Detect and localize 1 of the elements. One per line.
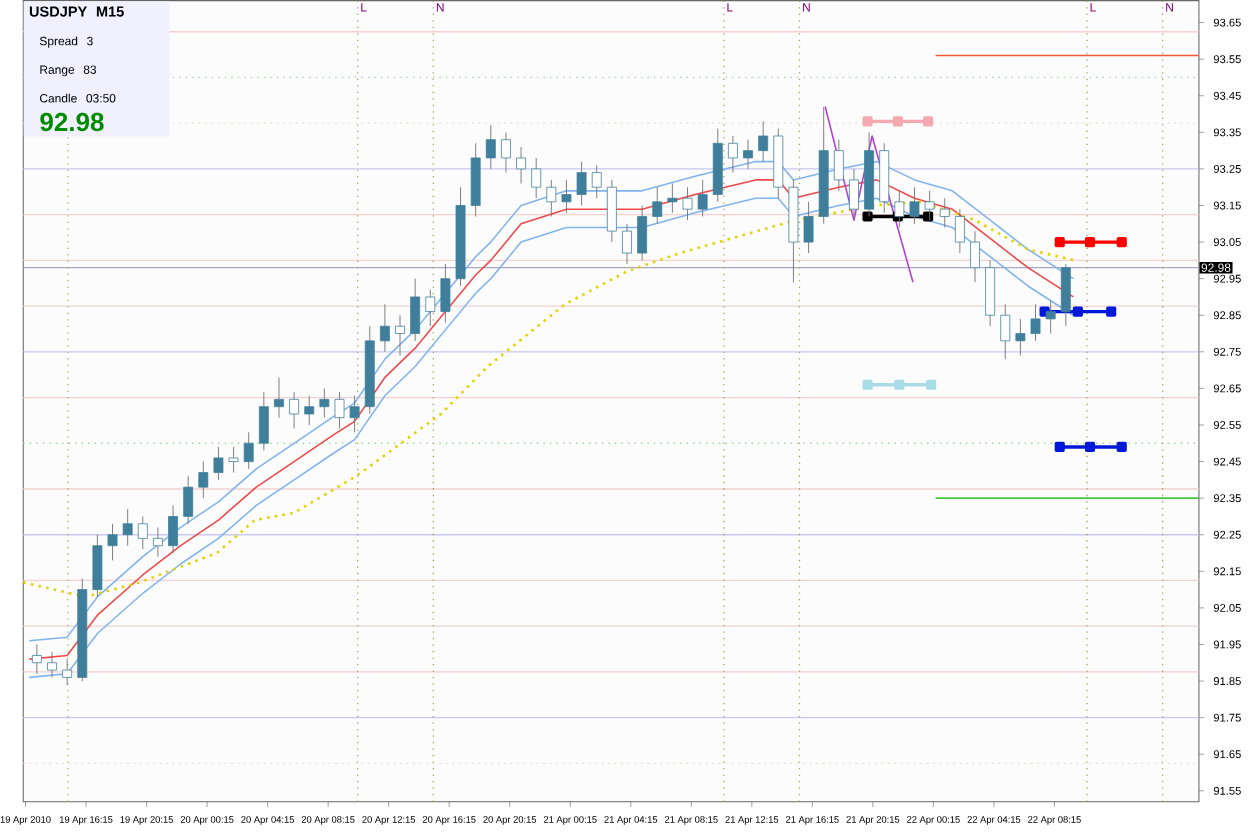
annotation: 92.98	[40, 113, 104, 132]
